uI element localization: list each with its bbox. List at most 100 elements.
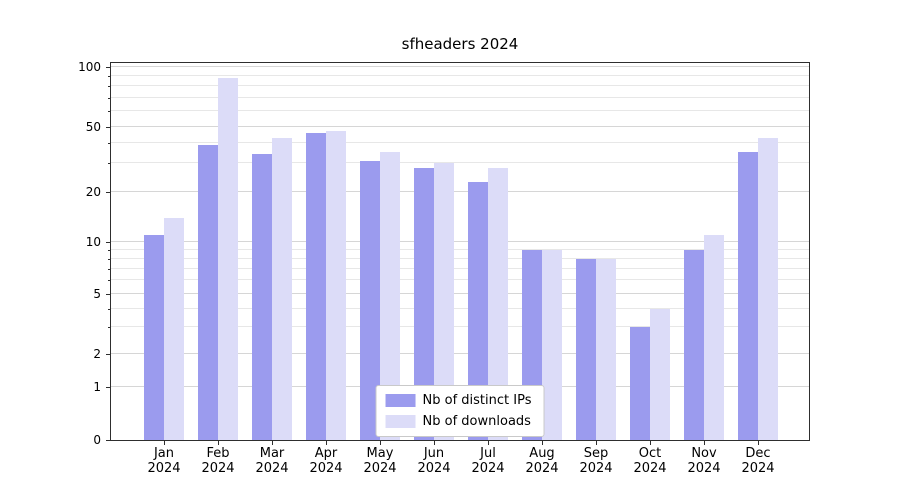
x-tick-label: Apr 2024 bbox=[309, 446, 343, 476]
legend: Nb of distinct IPs Nb of downloads bbox=[375, 385, 545, 437]
y-tick-mark bbox=[106, 127, 110, 128]
minor-gridline bbox=[111, 162, 809, 164]
y-minor-tick-mark bbox=[108, 308, 110, 310]
y-tick-label: 5 bbox=[93, 287, 101, 301]
minor-gridline bbox=[111, 279, 809, 281]
bar-nb-of-distinct-ips-oct bbox=[630, 327, 650, 440]
x-tick-label: Jan 2024 bbox=[147, 446, 181, 476]
x-tick-mark bbox=[218, 441, 219, 445]
major-gridline bbox=[111, 293, 809, 294]
x-tick-label: Dec 2024 bbox=[741, 446, 775, 476]
x-tick-label: Jun 2024 bbox=[417, 446, 451, 476]
x-tick-label: Mar 2024 bbox=[255, 446, 289, 476]
y-tick-mark bbox=[106, 354, 110, 355]
y-tick-label: 50 bbox=[85, 120, 101, 134]
bar-nb-of-downloads-jun bbox=[434, 163, 454, 440]
minor-gridline bbox=[111, 96, 809, 98]
y-tick-mark bbox=[106, 242, 110, 243]
x-tick-mark bbox=[272, 441, 273, 445]
minor-gridline bbox=[111, 141, 809, 143]
y-minor-tick-mark bbox=[108, 76, 110, 78]
bar-nb-of-downloads-jan bbox=[164, 217, 184, 440]
x-tick-mark bbox=[596, 441, 597, 445]
y-tick-mark bbox=[106, 387, 110, 388]
legend-label-downloads: Nb of downloads bbox=[422, 414, 531, 429]
major-gridline bbox=[111, 241, 809, 242]
bar-nb-of-downloads-dec bbox=[758, 137, 778, 440]
bar-nb-of-distinct-ips-apr bbox=[306, 132, 326, 440]
x-tick-label: Aug 2024 bbox=[525, 446, 559, 476]
minor-gridline bbox=[111, 257, 809, 259]
y-minor-tick-mark bbox=[108, 111, 110, 113]
bar-nb-of-distinct-ips-nov bbox=[684, 249, 704, 440]
bar-nb-of-downloads-oct bbox=[650, 308, 670, 440]
major-gridline bbox=[111, 66, 809, 67]
bar-nb-of-distinct-ips-sep bbox=[576, 258, 596, 440]
bar-nb-of-distinct-ips-feb bbox=[198, 144, 218, 440]
bar-nb-of-downloads-sep bbox=[596, 258, 616, 440]
x-tick-label: Sep 2024 bbox=[579, 446, 613, 476]
bar-nb-of-downloads-apr bbox=[326, 131, 346, 440]
x-tick-mark bbox=[704, 441, 705, 445]
y-minor-tick-mark bbox=[108, 163, 110, 165]
y-tick-label: 2 bbox=[93, 347, 101, 361]
x-tick-label: May 2024 bbox=[363, 446, 397, 476]
y-minor-tick-mark bbox=[108, 249, 110, 251]
minor-gridline bbox=[111, 110, 809, 112]
bar-nb-of-downloads-nov bbox=[704, 235, 724, 440]
chart-title: sfheaders 2024 bbox=[401, 35, 519, 53]
minor-gridline bbox=[111, 267, 809, 269]
bar-nb-of-downloads-may bbox=[380, 152, 400, 440]
minor-gridline bbox=[111, 75, 809, 77]
legend-label-distinct-ips: Nb of distinct IPs bbox=[422, 393, 532, 408]
minor-gridline bbox=[111, 85, 809, 87]
y-tick-label: 20 bbox=[85, 185, 101, 199]
legend-swatch-distinct-ips bbox=[385, 394, 416, 407]
major-gridline bbox=[111, 353, 809, 354]
x-tick-mark bbox=[650, 441, 651, 445]
bar-nb-of-distinct-ips-dec bbox=[738, 152, 758, 440]
y-minor-tick-mark bbox=[108, 97, 110, 99]
y-minor-tick-mark bbox=[108, 280, 110, 282]
y-tick-mark bbox=[106, 440, 110, 441]
y-tick-label: 100 bbox=[78, 60, 101, 74]
x-tick-mark bbox=[434, 441, 435, 445]
x-tick-mark bbox=[488, 441, 489, 445]
x-tick-label: Feb 2024 bbox=[201, 446, 235, 476]
x-tick-mark bbox=[326, 441, 327, 445]
bar-nb-of-downloads-jul bbox=[488, 168, 508, 440]
y-tick-label: 0 bbox=[93, 433, 101, 447]
y-minor-tick-mark bbox=[108, 258, 110, 260]
bar-nb-of-distinct-ips-jul bbox=[468, 182, 488, 440]
y-tick-mark bbox=[106, 192, 110, 193]
x-tick-mark bbox=[164, 441, 165, 445]
minor-gridline bbox=[111, 248, 809, 250]
bar-nb-of-distinct-ips-mar bbox=[252, 154, 272, 440]
major-gridline bbox=[111, 126, 809, 127]
y-minor-tick-mark bbox=[108, 268, 110, 270]
y-tick-mark bbox=[106, 67, 110, 68]
legend-swatch-downloads bbox=[385, 415, 416, 428]
y-tick-label: 1 bbox=[93, 380, 101, 394]
y-tick-label: 10 bbox=[85, 235, 101, 249]
bar-nb-of-distinct-ips-jan bbox=[144, 235, 164, 440]
x-tick-mark bbox=[758, 441, 759, 445]
bar-nb-of-downloads-mar bbox=[272, 137, 292, 440]
x-tick-label: Jul 2024 bbox=[471, 446, 505, 476]
x-tick-mark bbox=[380, 441, 381, 445]
major-gridline bbox=[111, 191, 809, 192]
legend-item-distinct-ips: Nb of distinct IPs bbox=[385, 393, 532, 408]
bar-nb-of-distinct-ips-may bbox=[360, 160, 380, 440]
x-tick-label: Oct 2024 bbox=[633, 446, 667, 476]
minor-gridline bbox=[111, 326, 809, 328]
plot-area: Nb of distinct IPs Nb of downloads bbox=[110, 62, 810, 441]
y-minor-tick-mark bbox=[108, 86, 110, 88]
x-tick-mark bbox=[542, 441, 543, 445]
y-minor-tick-mark bbox=[108, 142, 110, 144]
bar-nb-of-downloads-aug bbox=[542, 249, 562, 440]
legend-item-downloads: Nb of downloads bbox=[385, 414, 532, 429]
x-tick-label: Nov 2024 bbox=[687, 446, 721, 476]
y-minor-tick-mark bbox=[108, 327, 110, 329]
bar-nb-of-distinct-ips-jun bbox=[414, 168, 434, 440]
